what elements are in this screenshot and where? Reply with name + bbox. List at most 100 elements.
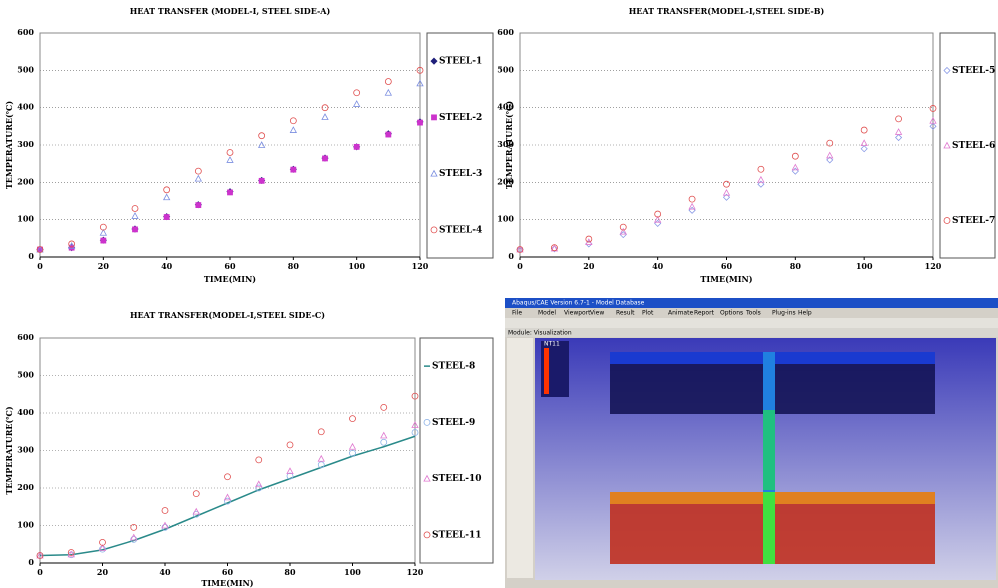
marker [758, 166, 764, 172]
context-bar [505, 328, 998, 337]
marker [195, 168, 201, 174]
x-tick-label: 20 [98, 261, 110, 271]
legend-label: STEEL-4 [439, 225, 482, 235]
menu-item: File [512, 310, 522, 317]
marker [259, 133, 265, 139]
marker [689, 204, 695, 210]
marker [350, 444, 356, 450]
marker [386, 132, 391, 137]
menu-item: Result [616, 310, 635, 317]
marker [381, 433, 387, 439]
marker [861, 127, 867, 133]
marker [318, 456, 324, 462]
column-mid [763, 410, 775, 490]
marker [164, 187, 170, 193]
y-tick-label: 100 [17, 520, 34, 530]
y-tick-label: 500 [17, 64, 34, 74]
y-tick-label: 0 [28, 251, 34, 261]
legend-scale [544, 348, 549, 394]
y-tick-label: 300 [17, 139, 34, 149]
legend-title: NT11 [544, 341, 560, 348]
legend-label: STEEL-11 [432, 530, 482, 540]
y-tick-label: 100 [497, 214, 514, 224]
marker [132, 213, 138, 219]
legend-box [420, 338, 493, 563]
marker [193, 491, 199, 497]
y-tick-label: 500 [497, 64, 514, 74]
marker [322, 114, 328, 120]
menu-item: Plug-ins [772, 310, 796, 317]
x-tick-label: 40 [161, 261, 173, 271]
y-axis-label: TEMPERATURE(℃) [4, 406, 14, 494]
marker [225, 474, 231, 480]
x-tick-label: 100 [348, 261, 365, 271]
y-axis-label: TEMPERATURE(℃) [4, 101, 14, 189]
chart: HEAT TRANSFER (MODEL-Ⅰ, STEEL SIDE-A) 0 10… [4, 6, 493, 284]
x-tick-label: 20 [583, 261, 595, 271]
legend-label: STEEL-5 [952, 66, 995, 76]
marker [418, 120, 423, 125]
x-tick-label: 0 [37, 261, 43, 271]
x-tick-label: 100 [344, 567, 361, 577]
legend-swatch [432, 115, 437, 120]
marker [195, 176, 201, 182]
marker [287, 442, 293, 448]
y-axis-label: TEMPERATURE(℃) [504, 101, 514, 189]
legend-label: STEEL-3 [439, 169, 482, 179]
marker [354, 90, 360, 96]
menu-item: View [590, 310, 604, 317]
y-tick-label: 600 [17, 332, 34, 342]
marker [290, 127, 296, 133]
x-tick-label: 120 [407, 567, 424, 577]
marker [896, 135, 902, 141]
menu-item: Report [694, 310, 715, 317]
menu-item: Plot [642, 310, 654, 317]
x-tick-label: 20 [97, 567, 109, 577]
marker [228, 190, 233, 195]
marker [792, 153, 798, 159]
y-tick-label: 200 [17, 176, 34, 186]
series-line [40, 436, 415, 555]
legend-label: STEEL-6 [952, 141, 995, 151]
x-tick-label: 80 [790, 261, 802, 271]
x-axis-label: TIME(MIN) [204, 274, 256, 284]
chart: HEAT TRANSFER(MODEL-Ⅰ,STEEL SIDE-C)01002… [4, 310, 493, 588]
y-tick-label: 400 [17, 102, 34, 112]
marker [354, 101, 360, 107]
marker [350, 416, 356, 422]
y-tick-label: 400 [17, 407, 34, 417]
x-tick-label: 0 [517, 261, 523, 271]
legend-label: STEEL-2 [439, 113, 482, 123]
legend-box [427, 33, 493, 258]
menu-item: Options [720, 310, 743, 317]
marker [259, 178, 264, 183]
marker [354, 144, 359, 149]
x-tick-label: 40 [652, 261, 664, 271]
column-bottom [763, 492, 775, 564]
marker [381, 404, 387, 410]
chart-title: HEAT TRANSFER(MODEL-Ⅰ,STEEL SIDE-B) [629, 6, 825, 16]
marker [164, 215, 169, 220]
x-tick-label: 80 [284, 567, 296, 577]
marker [256, 481, 262, 487]
menu-item: Help [798, 310, 812, 317]
page: Abaqus/CAE Version 6.7-1 - Model Databas… [0, 0, 998, 588]
legend-label: STEEL-1 [439, 57, 482, 67]
x-tick-label: 0 [37, 567, 43, 577]
y-tick-label: 100 [17, 214, 34, 224]
x-tick-label: 60 [222, 567, 234, 577]
y-tick-label: 0 [508, 251, 514, 261]
marker [385, 90, 391, 96]
module-label: Module: Visualization [508, 330, 572, 337]
chart-title: HEAT TRANSFER (MODEL-Ⅰ, STEEL SIDE-A) [130, 6, 331, 16]
x-tick-label: 120 [412, 261, 429, 271]
marker [256, 457, 262, 463]
marker [318, 429, 324, 435]
marker [164, 194, 170, 200]
marker [724, 181, 730, 187]
marker [101, 238, 106, 243]
legend-label: STEEL-8 [432, 362, 475, 372]
x-axis-label: TIME(MIN) [700, 274, 752, 284]
marker [162, 508, 168, 514]
marker [689, 196, 695, 202]
